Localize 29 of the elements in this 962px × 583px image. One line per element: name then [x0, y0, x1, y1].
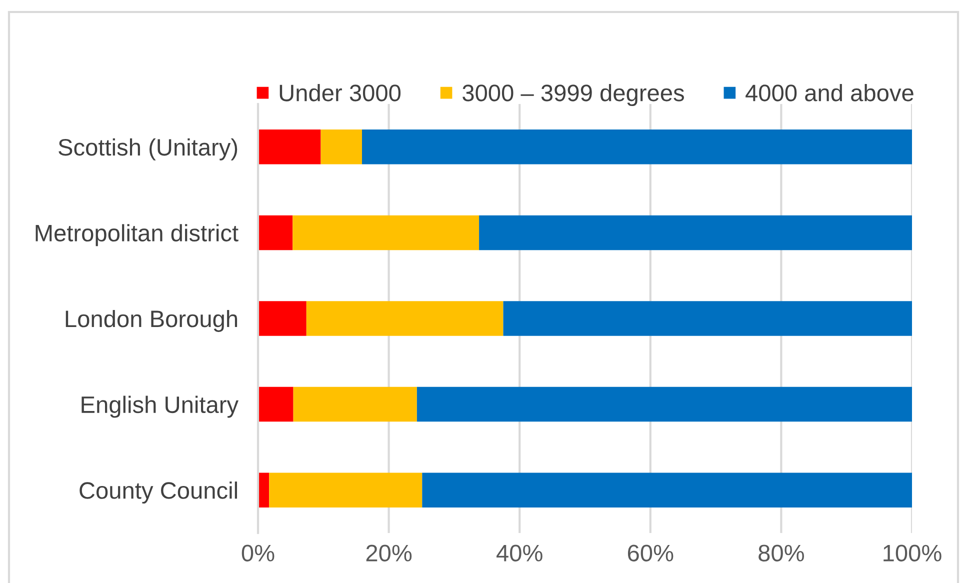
legend-label: Under 3000: [280, 84, 401, 102]
y-tick-label: County Council: [80, 482, 237, 504]
bar: [320, 130, 362, 164]
legend-label: 4000 and above: [746, 84, 914, 102]
x-tick-label: 100%: [884, 544, 942, 562]
bar: [258, 472, 270, 508]
y-tick-label: English Unitary: [82, 396, 239, 418]
bar: [362, 130, 912, 164]
bar: [269, 472, 422, 508]
x-tick-label: 40%: [496, 544, 542, 562]
bar: [306, 301, 504, 336]
bar: [258, 301, 306, 336]
y-tick-label: London Borough: [66, 310, 238, 332]
x-tick-label: 20%: [366, 544, 412, 562]
bar: [258, 386, 294, 422]
bar: [293, 386, 417, 422]
y-tick-label: Metropolitan district: [36, 224, 238, 246]
y-tick-label: Scottish (Unitary): [58, 138, 238, 160]
x-tick-label: 60%: [628, 544, 674, 562]
bar: [416, 386, 912, 422]
bar: [258, 215, 293, 250]
bar: [479, 215, 912, 250]
legend-label: 3000 – 3999 degrees: [462, 84, 684, 106]
bar: [503, 301, 912, 336]
bar: [292, 215, 480, 250]
bar: [258, 130, 321, 164]
bar: [422, 472, 912, 508]
x-tick-label: 0%: [242, 544, 274, 562]
x-tick-label: 80%: [758, 544, 804, 562]
